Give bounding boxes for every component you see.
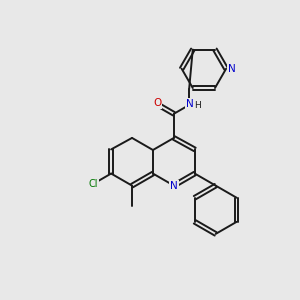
Text: Cl: Cl: [88, 179, 98, 189]
Text: O: O: [153, 98, 162, 108]
Text: N: N: [170, 181, 178, 190]
Text: N: N: [186, 99, 194, 109]
Text: N: N: [227, 64, 235, 74]
Text: H: H: [195, 101, 201, 110]
